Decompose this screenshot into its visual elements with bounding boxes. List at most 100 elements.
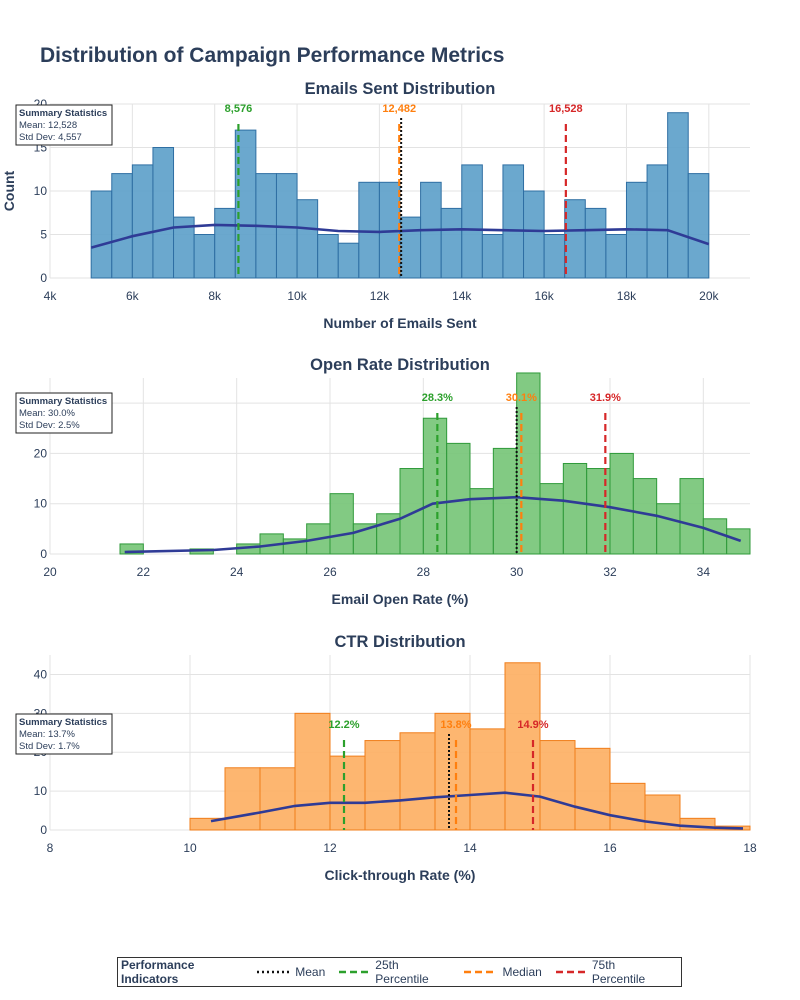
legend-item-p75[interactable]: 75th Percentile [555,958,667,986]
legend-title: Performance Indicators [121,958,195,986]
histogram-bar [422,417,448,555]
histogram-bar [399,216,422,279]
histogram-bar [605,234,627,279]
histogram-bar [111,173,133,279]
y-tick-label: 0 [40,271,47,285]
histogram-bar [609,782,646,831]
histogram-bar [119,543,144,555]
y-tick-label: 10 [34,497,48,511]
x-tick-label: 4k [44,289,58,303]
summary-std: Std Dev: 1.7% [19,741,80,752]
y-tick-label: 10 [34,784,48,798]
x-tick-label: 6k [126,289,140,303]
summary-mean: Mean: 13.7% [19,729,76,740]
y-axis-label: Count [1,170,17,211]
histogram-bar [502,164,525,279]
x-tick-label: 18 [743,841,757,855]
summary-std: Std Dev: 4,557 [19,132,82,143]
density-curve [124,495,742,554]
histogram-bar [609,452,634,555]
x-axis-label: Click-through Rate (%) [325,867,476,883]
x-tick-label: 14k [452,289,472,303]
x-tick-label: 12 [323,841,337,855]
x-tick-label: 20k [699,289,719,303]
summary-title: Summary Statistics [19,717,107,728]
summary-std: Std Dev: 2.5% [19,420,80,431]
x-tick-label: 14 [463,841,477,855]
x-tick-label: 8k [208,289,222,303]
histogram-bar [492,447,518,555]
histogram-bar [702,518,728,555]
histogram-bar [543,234,566,279]
x-tick-label: 28 [417,565,431,579]
x-tick-label: 32 [603,565,617,579]
histogram-bar [539,483,564,555]
legend-swatch-p75 [555,970,586,974]
histogram-bar [481,234,504,279]
subplot-title: Emails Sent Distribution [305,80,496,98]
x-tick-label: 18k [617,289,637,303]
histogram-bar [504,662,541,831]
histogram-bar [317,234,339,279]
p75-label: 31.9% [590,392,621,404]
legend-item-p25[interactable]: 25th Percentile [339,958,450,986]
page-title: Distribution of Campaign Performance Met… [40,44,505,67]
y-tick-label: 40 [34,667,48,681]
histogram-bar [687,173,710,279]
summary-mean: Mean: 30.0% [19,408,76,419]
legend-item-mean[interactable]: Mean [257,965,325,979]
p25-label: 28.3% [422,392,453,404]
x-tick-label: 8 [47,841,54,855]
p75-label: 16,528 [549,103,583,115]
histogram-bar [523,190,545,279]
histogram-bar [667,112,689,279]
x-axis-label: Number of Emails Sent [323,315,477,331]
legend-swatch-p25 [339,970,370,974]
x-tick-label: 22 [137,565,151,579]
histogram-bar [679,478,704,555]
legend-label-median: Median [502,965,542,979]
legend-item-median[interactable]: Median [464,965,542,979]
median-label: 30.1% [506,392,537,404]
x-tick-label: 16k [534,289,554,303]
histogram-bar [294,712,331,831]
histogram-bar [461,164,483,279]
histogram-bar [399,468,424,555]
median-label: 13.8% [440,719,471,731]
histogram-bar [399,732,436,831]
p25-label: 8,576 [225,103,253,115]
p25-label: 12.2% [328,719,359,731]
legend-swatch-mean [257,970,290,974]
histogram-bar [586,468,611,555]
y-tick-label: 10 [34,184,48,198]
chart-panel-3: 0102030408101214161812.2%13.8%14.9%CTR D… [15,633,757,883]
p75-label: 14.9% [517,719,548,731]
y-tick-label: 20 [34,446,48,460]
density-curve [90,223,710,249]
summary-title: Summary Statistics [19,396,107,407]
histogram-bar [152,147,175,279]
legend-label-p75: 75th Percentile [591,958,646,986]
x-tick-label: 10k [287,289,307,303]
histogram-bar [440,207,463,279]
legend-swatch-median [464,970,497,974]
summary-box [15,104,113,146]
density-curve [210,791,744,830]
histogram-bar [574,747,611,831]
x-tick-label: 30 [510,565,524,579]
histogram-bar [539,740,576,831]
legend-label-p25: 25th Percentile [375,958,429,986]
legend: Performance Indicators Mean 25th Percent… [117,957,682,987]
x-tick-label: 20 [43,565,57,579]
histogram-bar [679,817,716,831]
summary-box [15,392,113,434]
histogram-bar [562,462,588,555]
histogram-bar [656,503,681,555]
histogram-bar [337,242,360,279]
histogram-bar [259,767,296,831]
histogram-bar [193,234,216,279]
histogram-bar [224,767,261,831]
x-tick-label: 24 [230,565,244,579]
subplot-title: Open Rate Distribution [310,356,490,374]
